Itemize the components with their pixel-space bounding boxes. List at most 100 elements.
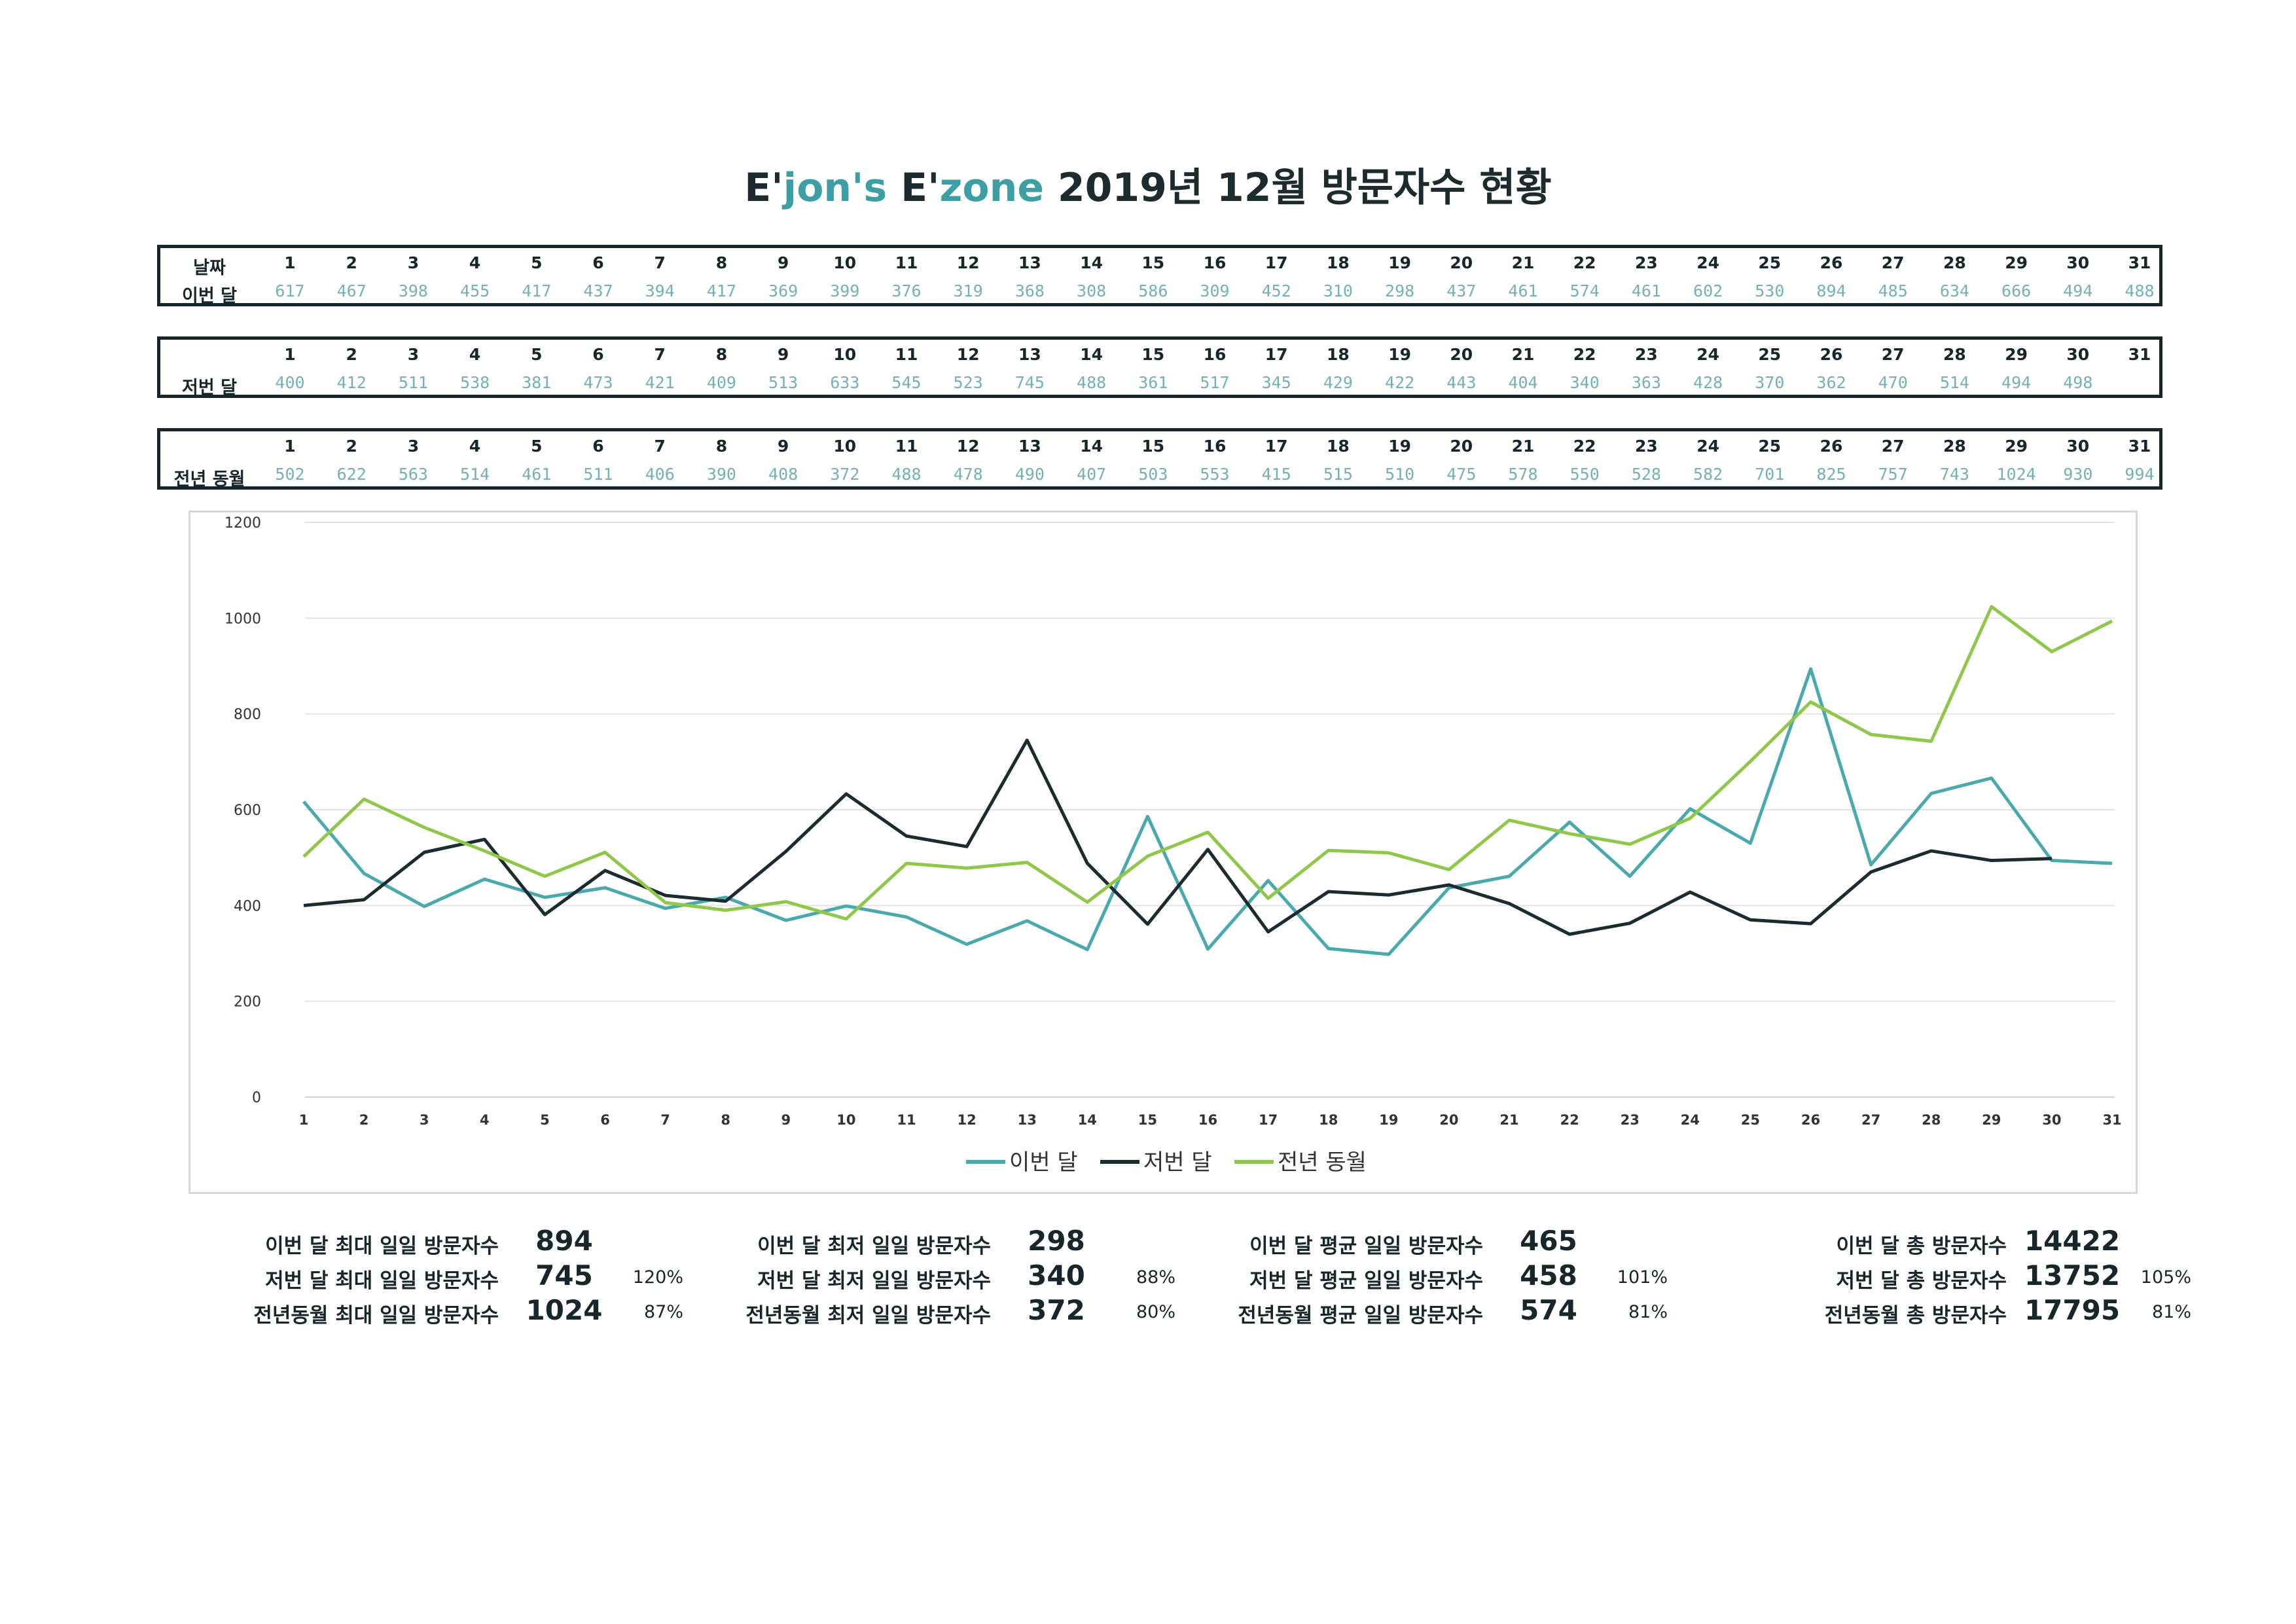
table-value-cell: 443 (1446, 373, 1477, 392)
table-day-cell: 1 (284, 253, 296, 272)
table-value-cell: 376 (891, 281, 922, 300)
x-tick-label: 27 (1861, 1112, 1880, 1128)
stat-label: 이번 달 최저 일일 방문자수 (757, 1235, 991, 1258)
stat-label: 저번 달 최저 일일 방문자수 (757, 1269, 991, 1293)
table-value-cell: 502 (275, 465, 305, 484)
x-tick-label: 17 (1259, 1112, 1278, 1128)
x-tick-label: 24 (1681, 1112, 1700, 1128)
table-value-cell: 467 (336, 281, 367, 300)
table-day-cell: 5 (531, 437, 543, 456)
stat-percent: 87% (643, 1302, 683, 1322)
table-value-cell: 298 (1385, 281, 1415, 300)
table-value-cell: 309 (1200, 281, 1230, 300)
x-tick-label: 2 (359, 1112, 369, 1128)
x-tick-label: 6 (600, 1112, 610, 1128)
y-tick-label: 1000 (224, 611, 261, 627)
x-tick-label: 25 (1741, 1112, 1760, 1128)
table-value-cell: 404 (1508, 373, 1538, 392)
table-value-cell: 511 (583, 465, 613, 484)
table-value-cell: 617 (275, 281, 305, 300)
table-day-cell: 2 (346, 437, 357, 456)
table-day-cell: 15 (1141, 437, 1165, 456)
table-value-cell: 488 (1077, 373, 1107, 392)
stat-value: 17795 (2024, 1294, 2121, 1326)
stat-percent: 81% (2151, 1302, 2191, 1322)
table-day-cell: 17 (1265, 345, 1288, 364)
table-day-cell: 25 (1758, 437, 1782, 456)
table-day-cell: 27 (1881, 437, 1905, 456)
table-day-cell: 3 (407, 345, 420, 364)
table-day-cell: 24 (1696, 345, 1719, 364)
title-part-5: 2019년 12월 방문자수 현황 (1044, 165, 1552, 211)
table-day-cell: 14 (1080, 253, 1103, 272)
table-value-cell: 745 (1014, 373, 1045, 392)
table-value-cell: 602 (1693, 281, 1723, 300)
table-day-cell: 24 (1696, 253, 1719, 272)
table-value-cell: 437 (1446, 281, 1477, 300)
table-value-cell: 412 (336, 373, 367, 392)
table-day-cell: 16 (1203, 253, 1227, 272)
table-value-cell: 485 (1878, 281, 1908, 300)
table-value-cell: 461 (522, 465, 552, 484)
table-value-cell: 421 (645, 373, 675, 392)
table-value-cell: 408 (768, 465, 798, 484)
stat-label: 저번 달 최대 일일 방문자수 (265, 1269, 499, 1293)
table-value-cell: 398 (398, 281, 428, 300)
legend-label: 전년 동월 (1278, 1149, 1367, 1176)
table-day-cell: 29 (2005, 437, 2028, 456)
table-day-cell: 6 (592, 253, 604, 272)
table-value-cell: 757 (1878, 465, 1908, 484)
table-day-cell: 7 (654, 437, 666, 456)
series-this-month-line (302, 667, 2113, 956)
stat-value: 894 (535, 1225, 593, 1257)
y-tick-label: 600 (234, 803, 261, 819)
y-tick-label: 1200 (224, 515, 261, 532)
table-value-cell: 361 (1138, 373, 1168, 392)
table-value-cell: 428 (1693, 373, 1723, 392)
legend-label: 이번 달 (1009, 1149, 1078, 1176)
table-day-cell: 16 (1203, 437, 1227, 456)
table-day-cell: 5 (531, 345, 543, 364)
table-day-cell: 12 (956, 345, 980, 364)
chart-area: 0 200 400 600 800 1000 1200 1 2 3 4 5 6 7 8 9 10 11 12 13 14… (188, 511, 2138, 1194)
stat-value: 340 (1028, 1259, 1085, 1291)
table-day-cell: 9 (777, 345, 789, 364)
y-tick-label: 800 (234, 707, 261, 723)
table-value-cell: 514 (460, 465, 490, 484)
table-day-cell: 1 (284, 345, 296, 364)
table-value-cell: 701 (1755, 465, 1785, 484)
table-day-cell: 4 (469, 253, 481, 272)
x-tick-label: 21 (1499, 1112, 1518, 1128)
table-day-cell: 19 (1388, 253, 1411, 272)
table-value-cell: 409 (706, 373, 736, 392)
stat-label: 저번 달 총 방문자수 (1836, 1269, 2007, 1293)
table-value-cell: 369 (768, 281, 798, 300)
table-row-label-days: 날짜 (193, 258, 226, 278)
table-value-cell: 437 (583, 281, 613, 300)
table-value-cell: 513 (768, 373, 798, 392)
y-tick-label: 0 (252, 1090, 261, 1106)
title-part-4: zone (939, 165, 1045, 211)
table-day-cell: 9 (777, 253, 789, 272)
table-value-cell: 488 (2125, 281, 2155, 300)
table-day-cell: 15 (1141, 253, 1165, 272)
table-day-cell: 24 (1696, 437, 1719, 456)
table-day-cell: 7 (654, 345, 666, 364)
stat-label: 이번 달 평균 일일 방문자수 (1249, 1235, 1483, 1258)
x-tick-label: 10 (836, 1112, 855, 1128)
x-tick-label: 26 (1801, 1112, 1820, 1128)
x-tick-label: 19 (1379, 1112, 1398, 1128)
table-day-cell: 8 (715, 253, 728, 272)
table-value-cell: 498 (2063, 373, 2093, 392)
table-day-cell: 22 (1573, 437, 1596, 456)
table-value-cell: 622 (336, 465, 367, 484)
table-value-cell: 1024 (1996, 465, 2036, 484)
table-value-cell: 514 (1939, 373, 1969, 392)
table-day-cell: 21 (1511, 345, 1535, 364)
stat-percent: 105% (2140, 1267, 2191, 1288)
x-tick-label: 4 (480, 1112, 490, 1128)
table-value-cell: 578 (1508, 465, 1538, 484)
table-value-cell: 633 (830, 373, 860, 392)
table-day-cell: 19 (1388, 345, 1411, 364)
